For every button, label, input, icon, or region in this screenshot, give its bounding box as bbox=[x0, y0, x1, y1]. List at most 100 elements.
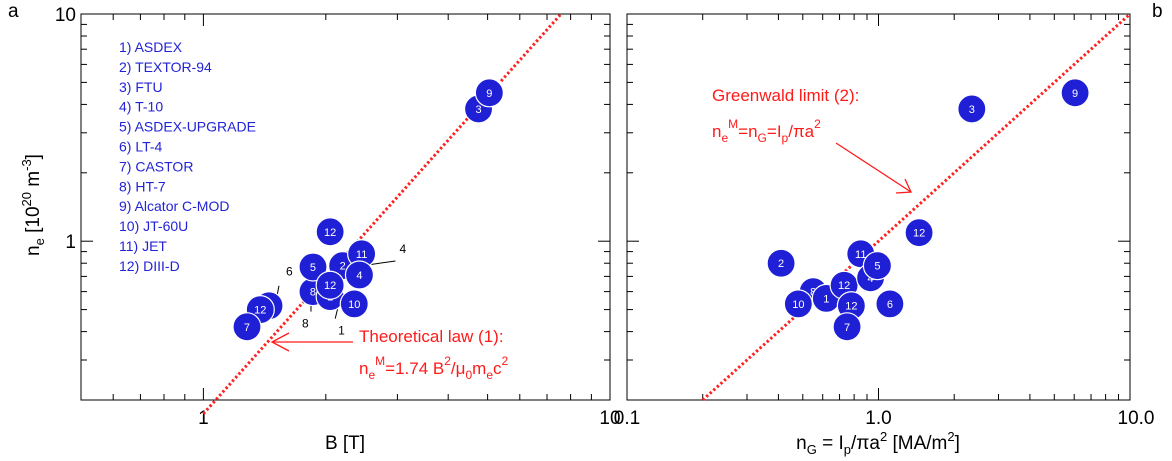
formula-n: n bbox=[359, 359, 368, 378]
data-point-label: 9 bbox=[1072, 88, 1078, 100]
panel-b-x-label: nG = Ip/πa2 [MA/m2] bbox=[796, 429, 960, 457]
gw-eq: =n bbox=[738, 122, 757, 141]
y-tick-label: 10 bbox=[55, 5, 76, 26]
x-tick-label: 10.0 bbox=[1118, 408, 1155, 429]
panel-letter-b: b bbox=[1152, 1, 1163, 22]
gw-sub-g: G bbox=[758, 131, 767, 145]
data-point-label: 4 bbox=[868, 273, 874, 285]
data-point-label: 10 bbox=[792, 299, 804, 311]
data-point-label: 7 bbox=[244, 322, 250, 334]
data-point-marker bbox=[344, 260, 375, 290]
data-point-label: 9 bbox=[486, 88, 492, 100]
xlabel-sup-2b: 2 bbox=[947, 429, 954, 444]
gw-n: n bbox=[712, 122, 721, 141]
callout-label: 4 bbox=[399, 242, 406, 256]
data-point-marker bbox=[232, 312, 262, 342]
ylabel-sup-20: 20 bbox=[19, 192, 34, 206]
greenwald-formula: neM=nG=Ip/πa2 bbox=[712, 117, 821, 145]
data-point-marker bbox=[875, 289, 905, 319]
formula-sup-2b: 2 bbox=[502, 354, 509, 368]
x-tick-label: 10 bbox=[599, 408, 620, 429]
data-point-label: 4 bbox=[356, 270, 362, 282]
data-point-label: 5 bbox=[310, 262, 316, 274]
data-point-marker bbox=[315, 270, 345, 300]
formula-sub-e: e bbox=[368, 368, 375, 382]
data-point-marker bbox=[832, 312, 862, 342]
theoretical-law-arrow-head bbox=[270, 332, 290, 352]
data-point-label: 12 bbox=[913, 228, 925, 240]
panel-b-frame bbox=[626, 13, 1131, 401]
y-tick-label: 1 bbox=[65, 232, 76, 253]
panel-b-tick-labels: 0.1 1.0 10.0 bbox=[614, 408, 1155, 429]
data-point-label: 5 bbox=[874, 261, 880, 273]
callout-label: 6 bbox=[286, 265, 293, 279]
data-point-marker bbox=[766, 248, 796, 278]
legend-entry: 1) ASDEX bbox=[119, 39, 183, 55]
legend-entry: 9) Alcator C-MOD bbox=[119, 198, 229, 214]
panel-b-points: 2810112127114561239 bbox=[766, 78, 1090, 342]
xlabel-sub-g: G bbox=[807, 442, 817, 457]
x-tick-label: 1.0 bbox=[865, 408, 891, 429]
formula-sup-m: M bbox=[375, 354, 385, 368]
legend-entry: 5) ASDEX-UPGRADE bbox=[119, 119, 256, 135]
panel-a-x-label: B [T] bbox=[325, 433, 365, 454]
ylabel-sup-minus3: -3 bbox=[19, 159, 34, 171]
gw-sup-2: 2 bbox=[814, 117, 821, 131]
legend-entry: 3) FTU bbox=[119, 79, 163, 95]
xlabel-eq-i: = I bbox=[817, 433, 844, 454]
theoretical-law-line bbox=[202, 12, 563, 415]
callout-label: 1 bbox=[338, 324, 345, 338]
xlabel-units: [MA/m bbox=[887, 433, 947, 454]
data-point-label: 11 bbox=[855, 249, 866, 261]
gw-sub-p: p bbox=[782, 131, 789, 145]
panel-b-ticks bbox=[626, 13, 1131, 401]
data-point-marker bbox=[298, 252, 328, 282]
x-tick-label: 1 bbox=[198, 408, 209, 429]
ylabel-close: ] bbox=[23, 154, 44, 159]
legend: 1) ASDEX 2) TEXTOR-94 3) FTU 4) T-10 5) ASDE… bbox=[119, 39, 256, 274]
data-point-label: 12 bbox=[324, 227, 336, 239]
data-point-label: 12 bbox=[845, 301, 857, 313]
data-point-marker bbox=[862, 251, 893, 281]
panel-a-frame bbox=[80, 13, 611, 401]
greenwald-arrow-shaft bbox=[835, 142, 912, 193]
ylabel-bracket: [10 bbox=[23, 206, 44, 238]
data-point-label: 2 bbox=[340, 261, 346, 273]
data-point-label: 12 bbox=[838, 280, 850, 292]
callout-label: 8 bbox=[302, 317, 309, 331]
theoretical-law-formula: neM=1.74 B2/μ0mec2 bbox=[359, 354, 509, 382]
data-point-label: 2 bbox=[778, 258, 784, 270]
formula-sub-0: 0 bbox=[465, 368, 472, 382]
xlabel-sup-2: 2 bbox=[880, 429, 887, 444]
formula-sub-e2: e bbox=[486, 368, 493, 382]
data-point-marker bbox=[783, 289, 813, 319]
gw-sup-m: M bbox=[728, 117, 738, 131]
data-point-label: 3 bbox=[475, 104, 481, 116]
panel-a-points: 6 12 7 8 1 5 2 12 12 11 4 10 39 bbox=[232, 78, 504, 342]
xlabel-sub-p: p bbox=[844, 442, 851, 457]
data-point-label: 8 bbox=[310, 287, 316, 299]
greenwald-limit-line bbox=[701, 12, 1132, 402]
greenwald-arrow-head bbox=[895, 178, 912, 194]
data-point-label: 1 bbox=[823, 293, 829, 305]
greenwald-title: Greenwald limit (2): bbox=[712, 86, 859, 105]
data-point-label: 12 bbox=[324, 280, 336, 292]
legend-entry: 12) DIII-D bbox=[119, 258, 180, 274]
theoretical-law-title: Theoretical law (1): bbox=[359, 327, 504, 346]
ylabel-sub-e: e bbox=[32, 238, 47, 245]
data-point-marker bbox=[904, 218, 934, 248]
data-point-marker bbox=[315, 217, 345, 247]
panel-a-y-label: ne [1020 m-3] bbox=[19, 154, 47, 256]
data-point-label: 12 bbox=[254, 305, 266, 317]
xlabel-pia: /πa bbox=[851, 433, 880, 454]
formula-mu: /μ bbox=[451, 359, 466, 378]
ylabel-n: n bbox=[23, 245, 44, 256]
legend-entry: 10) JT-60U bbox=[119, 218, 188, 234]
callout-leader bbox=[367, 260, 396, 266]
panel-b: 0.11.010.0 2810112127114561239 Greenwald… bbox=[614, 12, 1155, 457]
data-point-label: 6 bbox=[887, 299, 893, 311]
data-point-marker bbox=[474, 78, 504, 108]
formula-m: m bbox=[472, 359, 486, 378]
